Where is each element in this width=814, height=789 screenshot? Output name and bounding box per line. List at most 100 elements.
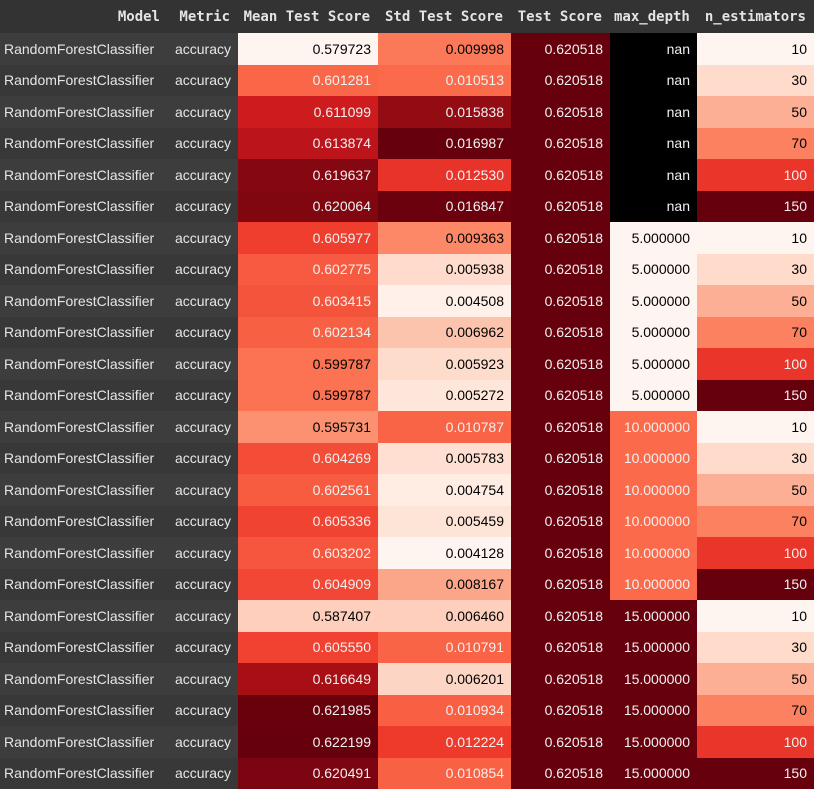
metric-cell: accuracy: [168, 33, 238, 65]
mean-test-score-cell: 0.603415: [238, 285, 378, 317]
std-test-score-cell: 0.005783: [378, 443, 511, 475]
max-depth-cell: 5.000000: [610, 348, 697, 380]
metric-cell: accuracy: [168, 96, 238, 128]
model-cell: RandomForestClassifier: [0, 474, 168, 506]
n-estimators-cell: 150: [697, 191, 814, 223]
max-depth-cell: 15.000000: [610, 663, 697, 695]
n-estimators-cell: 10: [697, 33, 814, 65]
column-header-std-test-score: Std Test Score: [378, 0, 511, 33]
model-cell: RandomForestClassifier: [0, 191, 168, 223]
mean-test-score-cell: 0.599787: [238, 348, 378, 380]
model-cell: RandomForestClassifier: [0, 411, 168, 443]
test-score-cell: 0.620518: [511, 663, 610, 695]
std-test-score-cell: 0.004754: [378, 474, 511, 506]
std-test-score-cell: 0.015838: [378, 96, 511, 128]
n-estimators-cell: 150: [697, 758, 814, 789]
test-score-cell: 0.620518: [511, 65, 610, 97]
test-score-cell: 0.620518: [511, 128, 610, 160]
mean-test-score-cell: 0.604909: [238, 569, 378, 601]
n-estimators-cell: 10: [697, 222, 814, 254]
max-depth-cell: 15.000000: [610, 695, 697, 727]
test-score-cell: 0.620518: [511, 222, 610, 254]
model-cell: RandomForestClassifier: [0, 317, 168, 349]
std-test-score-cell: 0.008167: [378, 569, 511, 601]
metric-cell: accuracy: [168, 411, 238, 443]
model-cell: RandomForestClassifier: [0, 285, 168, 317]
mean-test-score-cell: 0.587407: [238, 600, 378, 632]
std-test-score-cell: 0.005272: [378, 380, 511, 412]
metric-cell: accuracy: [168, 506, 238, 538]
test-score-cell: 0.620518: [511, 411, 610, 443]
n-estimators-cell: 30: [697, 443, 814, 475]
test-score-cell: 0.620518: [511, 474, 610, 506]
metric-cell: accuracy: [168, 443, 238, 475]
model-cell: RandomForestClassifier: [0, 33, 168, 65]
std-test-score-cell: 0.010787: [378, 411, 511, 443]
test-score-cell: 0.620518: [511, 380, 610, 412]
metric-cell: accuracy: [168, 758, 238, 789]
metric-cell: accuracy: [168, 537, 238, 569]
max-depth-cell: 15.000000: [610, 632, 697, 664]
column-header-max-depth: max_depth: [610, 0, 697, 33]
model-cell: RandomForestClassifier: [0, 96, 168, 128]
test-score-cell: 0.620518: [511, 726, 610, 758]
mean-test-score-cell: 0.603202: [238, 537, 378, 569]
header-row: Model Metric Mean Test Score Std Test Sc…: [0, 0, 814, 33]
mean-test-score-cell: 0.616649: [238, 663, 378, 695]
test-score-cell: 0.620518: [511, 569, 610, 601]
model-cell: RandomForestClassifier: [0, 254, 168, 286]
mean-test-score-cell: 0.611099: [238, 96, 378, 128]
test-score-cell: 0.620518: [511, 632, 610, 664]
max-depth-cell: nan: [610, 33, 697, 65]
mean-test-score-cell: 0.613874: [238, 128, 378, 160]
mean-test-score-cell: 0.602775: [238, 254, 378, 286]
max-depth-cell: 10.000000: [610, 443, 697, 475]
mean-test-score-cell: 0.602134: [238, 317, 378, 349]
max-depth-cell: nan: [610, 191, 697, 223]
n-estimators-cell: 70: [697, 128, 814, 160]
n-estimators-cell: 30: [697, 632, 814, 664]
mean-test-score-cell: 0.619637: [238, 159, 378, 191]
n-estimators-cell: 150: [697, 380, 814, 412]
metric-cell: accuracy: [168, 663, 238, 695]
max-depth-cell: 15.000000: [610, 758, 697, 789]
max-depth-cell: 5.000000: [610, 222, 697, 254]
n-estimators-cell: 70: [697, 695, 814, 727]
n-estimators-cell: 30: [697, 254, 814, 286]
std-test-score-cell: 0.010934: [378, 695, 511, 727]
metric-cell: accuracy: [168, 726, 238, 758]
metric-cell: accuracy: [168, 222, 238, 254]
model-cell: RandomForestClassifier: [0, 380, 168, 412]
model-cell: RandomForestClassifier: [0, 726, 168, 758]
metric-cell: accuracy: [168, 317, 238, 349]
test-score-cell: 0.620518: [511, 317, 610, 349]
std-test-score-cell: 0.005938: [378, 254, 511, 286]
n-estimators-cell: 50: [697, 285, 814, 317]
model-cell: RandomForestClassifier: [0, 600, 168, 632]
test-score-cell: 0.620518: [511, 191, 610, 223]
std-test-score-cell: 0.012224: [378, 726, 511, 758]
std-test-score-cell: 0.004128: [378, 537, 511, 569]
column-header-metric: Metric: [168, 0, 238, 33]
std-test-score-cell: 0.005923: [378, 348, 511, 380]
column-header-n-estimators: n_estimators: [697, 0, 814, 33]
std-test-score-cell: 0.010791: [378, 632, 511, 664]
model-cell: RandomForestClassifier: [0, 443, 168, 475]
mean-test-score-cell: 0.621985: [238, 695, 378, 727]
std-test-score-cell: 0.016987: [378, 128, 511, 160]
mean-test-score-cell: 0.605977: [238, 222, 378, 254]
